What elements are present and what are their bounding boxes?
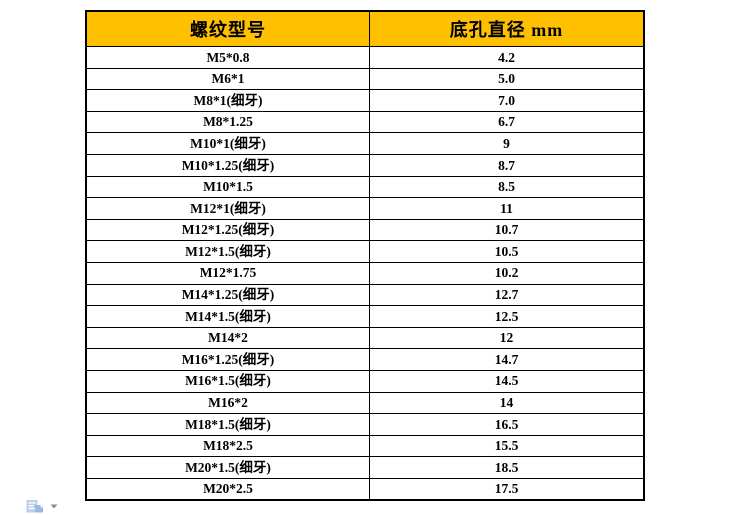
- table-row: M18*1.5(细牙) 16.5: [85, 413, 645, 436]
- hole-diameter-cell: 10.2: [369, 261, 645, 285]
- thread-model-cell: M10*1(细牙): [85, 132, 370, 155]
- hole-diameter-cell: 4.2: [369, 46, 645, 69]
- thread-model-cell: M12*1(细牙): [85, 197, 370, 220]
- table-row: M12*1.25(细牙) 10.7: [85, 218, 645, 242]
- table-row: M12*1.5(细牙) 10.5: [85, 240, 645, 263]
- hole-diameter-cell: 8.7: [369, 153, 645, 177]
- hole-diameter-cell: 10.7: [369, 218, 645, 242]
- hole-diameter-cell: 14: [369, 391, 645, 415]
- chevron-down-icon: [50, 504, 58, 509]
- thread-model-cell: M20*1.5(细牙): [85, 456, 370, 479]
- thread-model-cell: M14*1.25(细牙): [85, 283, 370, 307]
- thread-model-cell: M16*2: [85, 391, 370, 415]
- hole-diameter-cell: 8.5: [369, 175, 645, 199]
- thread-model-cell: M10*1.5: [85, 175, 370, 199]
- table-row: M14*2 12: [85, 326, 645, 350]
- thread-model-cell: M16*1.5(细牙): [85, 369, 370, 393]
- header-hole-diameter: 底孔直径 mm: [369, 10, 645, 47]
- table-row: M5*0.8 4.2: [85, 46, 645, 69]
- hole-diameter-cell: 10.5: [369, 240, 645, 263]
- hole-diameter-cell: 9: [369, 132, 645, 155]
- table-row: M8*1.25 6.7: [85, 110, 645, 134]
- hole-diameter-cell: 12: [369, 326, 645, 350]
- paste-options-button[interactable]: [26, 499, 58, 514]
- thread-model-cell: M10*1.25(细牙): [85, 153, 370, 177]
- hole-diameter-cell: 11: [369, 197, 645, 220]
- thread-model-cell: M18*1.5(细牙): [85, 413, 370, 436]
- hole-diameter-cell: 15.5: [369, 434, 645, 458]
- header-thread-model: 螺纹型号: [85, 10, 370, 47]
- table-row: M10*1.5 8.5: [85, 175, 645, 199]
- thread-model-cell: M14*2: [85, 326, 370, 350]
- table-row: M20*1.5(细牙) 18.5: [85, 456, 645, 479]
- hole-diameter-cell: 16.5: [369, 413, 645, 436]
- thread-model-cell: M18*2.5: [85, 434, 370, 458]
- hole-diameter-cell: 5.0: [369, 67, 645, 91]
- table-row: M8*1(细牙) 7.0: [85, 89, 645, 112]
- hole-diameter-cell: 17.5: [369, 477, 645, 501]
- table-row: M12*1(细牙) 11: [85, 197, 645, 220]
- thread-model-cell: M6*1: [85, 67, 370, 91]
- table-row: M16*1.5(细牙) 14.5: [85, 369, 645, 393]
- clipboard-paste-icon: [26, 500, 43, 513]
- table-row: M14*1.25(细牙) 12.7: [85, 283, 645, 307]
- thread-model-cell: M14*1.5(细牙): [85, 305, 370, 328]
- table-row: M20*2.5 17.5: [85, 477, 645, 501]
- thread-model-cell: M5*0.8: [85, 46, 370, 69]
- hole-diameter-cell: 12.5: [369, 305, 645, 328]
- thread-model-cell: M8*1(细牙): [85, 89, 370, 112]
- hole-diameter-cell: 18.5: [369, 456, 645, 479]
- thread-model-cell: M16*1.25(细牙): [85, 348, 370, 371]
- table-row: M18*2.5 15.5: [85, 434, 645, 458]
- table-row: M16*2 14: [85, 391, 645, 415]
- hole-diameter-cell: 14.5: [369, 369, 645, 393]
- hole-diameter-cell: 6.7: [369, 110, 645, 134]
- table-row: M6*1 5.0: [85, 67, 645, 91]
- table-row: M10*1(细牙) 9: [85, 132, 645, 155]
- header-row: 螺纹型号 底孔直径 mm: [85, 10, 645, 47]
- hole-diameter-cell: 14.7: [369, 348, 645, 371]
- hole-diameter-cell: 12.7: [369, 283, 645, 307]
- thread-model-cell: M12*1.25(细牙): [85, 218, 370, 242]
- table-row: M16*1.25(细牙) 14.7: [85, 348, 645, 371]
- thread-model-cell: M12*1.75: [85, 261, 370, 285]
- thread-model-cell: M12*1.5(细牙): [85, 240, 370, 263]
- thread-model-cell: M20*2.5: [85, 477, 370, 501]
- table-row: M14*1.5(细牙) 12.5: [85, 305, 645, 328]
- thread-model-cell: M8*1.25: [85, 110, 370, 134]
- table-row: M12*1.75 10.2: [85, 261, 645, 285]
- hole-diameter-cell: 7.0: [369, 89, 645, 112]
- table-row: M10*1.25(细牙) 8.7: [85, 153, 645, 177]
- table-body: M5*0.8 4.2 M6*1 5.0 M8*1(细牙) 7.0 M8*1.25…: [85, 46, 645, 501]
- thread-pilot-hole-table: 螺纹型号 底孔直径 mm M5*0.8 4.2 M6*1 5.0 M8*1(细牙…: [85, 10, 645, 502]
